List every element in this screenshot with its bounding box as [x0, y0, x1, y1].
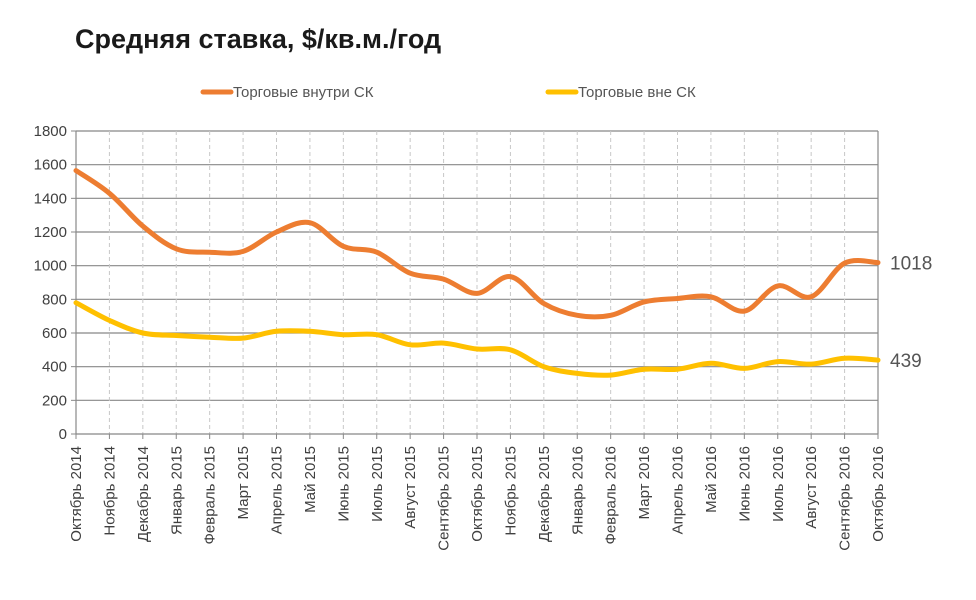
- x-tick-label: Ноябрь 2015: [502, 446, 519, 536]
- x-tick-label: Декабрь 2015: [536, 446, 553, 542]
- y-tick-label: 1600: [34, 157, 67, 174]
- legend-label: Торговые внутри СК: [233, 84, 374, 101]
- series-line: [73, 168, 881, 320]
- x-tick-label: Июль 2016: [770, 446, 787, 522]
- x-tick-label: Февраль 2016: [603, 446, 620, 545]
- end-value-label: 1018: [890, 254, 932, 275]
- y-tick-label: 1400: [34, 190, 67, 207]
- y-tick-label: 800: [42, 291, 67, 308]
- y-tick-label: 600: [42, 325, 67, 342]
- x-tick-label: Август 2015: [402, 446, 419, 529]
- x-tick-label: Апрель 2015: [269, 446, 286, 534]
- y-tick-label: 400: [42, 359, 67, 376]
- x-tick-label: Март 2016: [636, 446, 653, 519]
- series-lines: [73, 168, 881, 378]
- y-tick-label: 200: [42, 392, 67, 409]
- x-tick-label: Декабрь 2014: [135, 446, 152, 542]
- legend-label: Торговые вне СК: [578, 84, 696, 101]
- x-tick-label: Август 2016: [803, 446, 820, 529]
- x-tick-label: Июнь 2015: [335, 446, 352, 522]
- x-tick-label: Июль 2015: [369, 446, 386, 522]
- x-tick-label: Октябрь 2016: [870, 446, 887, 542]
- series-line: [73, 300, 881, 378]
- x-tick-label: Сентябрь 2016: [837, 446, 854, 551]
- y-tick-label: 1000: [34, 258, 67, 275]
- x-tick-label: Апрель 2016: [670, 446, 687, 534]
- x-axis-ticks: Октябрь 2014 Ноябрь 2014 Декабрь 2014 Январ…: [68, 434, 887, 551]
- x-tick-label: Октябрь 2014: [68, 446, 85, 542]
- x-tick-label: Май 2016: [703, 446, 720, 513]
- x-tick-label: Февраль 2015: [202, 446, 219, 545]
- x-tick-label: Май 2015: [302, 446, 319, 513]
- x-tick-label: Июнь 2016: [736, 446, 753, 522]
- x-tick-label: Январь 2016: [569, 446, 586, 535]
- y-tick-label: 0: [59, 426, 67, 443]
- gridlines: [76, 130, 878, 434]
- end-value-label: 439: [890, 351, 922, 372]
- end-labels: 1018 439: [890, 254, 932, 372]
- x-tick-label: Март 2015: [235, 446, 252, 519]
- legend: Торговые внутри СК Торговые вне СК: [200, 84, 696, 101]
- x-tick-label: Январь 2015: [168, 446, 185, 535]
- y-tick-label: 1200: [34, 224, 67, 241]
- x-tick-label: Октябрь 2015: [469, 446, 486, 542]
- x-tick-label: Ноябрь 2014: [101, 446, 118, 536]
- y-axis-ticks: 0 200 400 600 800 1000 1200 1400 1600 1800: [34, 123, 76, 443]
- x-tick-label: Сентябрь 2015: [436, 446, 453, 551]
- chart-title: Средняя ставка, $/кв.м./год: [75, 24, 442, 54]
- y-tick-label: 1800: [34, 123, 67, 140]
